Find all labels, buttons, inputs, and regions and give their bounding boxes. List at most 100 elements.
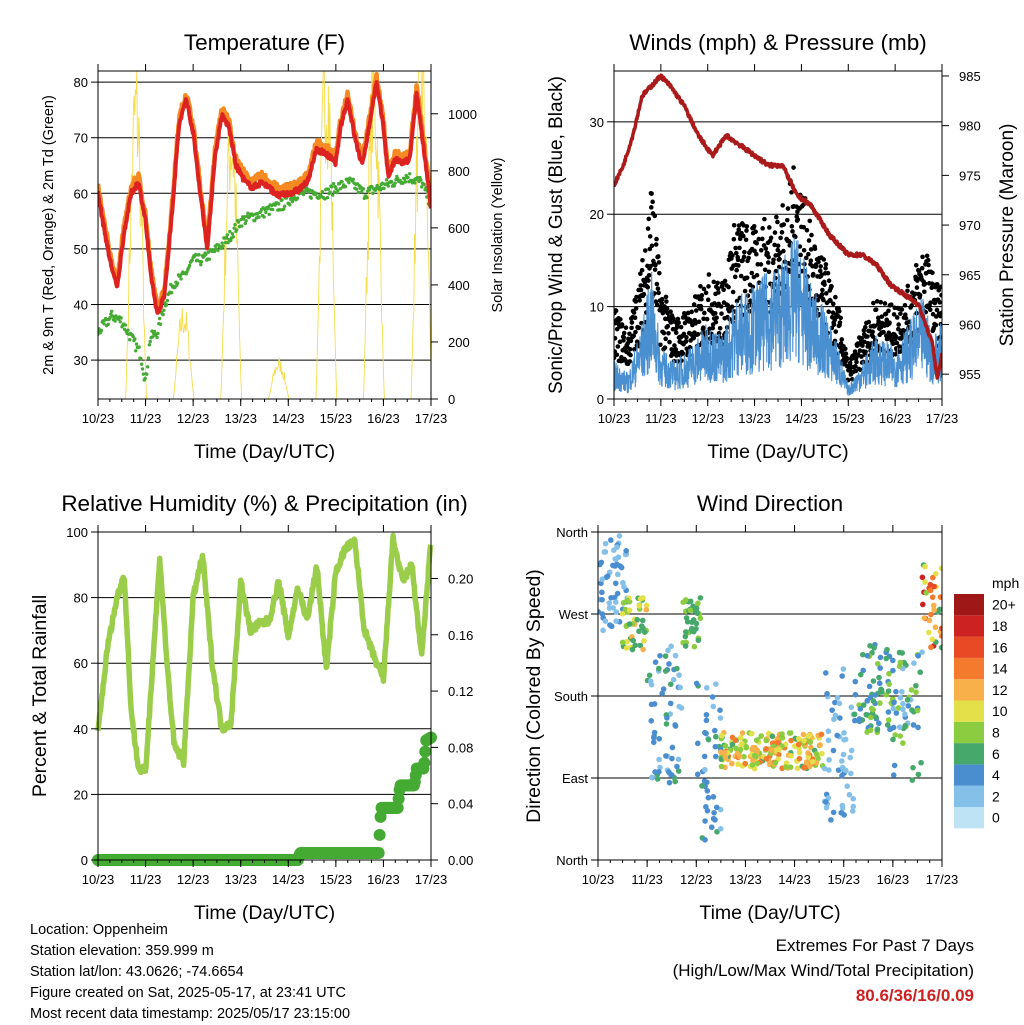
gust-point [825, 270, 831, 276]
direction-point [839, 673, 845, 679]
gust-point [754, 251, 759, 257]
dewpoint-point [133, 337, 137, 341]
gust-point [774, 214, 779, 220]
x-tick-label: 11/23 [130, 872, 162, 887]
dewpoint-point [156, 331, 160, 336]
gust-point [672, 343, 677, 348]
direction-point [866, 683, 873, 690]
direction-point [702, 837, 708, 843]
y-tick-label: 80 [74, 591, 88, 606]
gust-point [922, 289, 927, 295]
x-tick-label: 12/23 [177, 411, 210, 426]
gust-point [926, 262, 931, 268]
dewpoint-point [343, 185, 348, 189]
direction-point [687, 607, 694, 614]
dewpoint-point [118, 320, 122, 324]
x-tick-label: 17/23 [415, 872, 448, 887]
x-tick-label: 13/23 [224, 411, 257, 426]
direction-point [710, 815, 717, 822]
direction-point [599, 596, 605, 603]
direction-point [938, 565, 942, 572]
direction-point [722, 754, 729, 761]
direction-point [639, 617, 646, 624]
direction-point [702, 818, 708, 824]
dewpoint-point [223, 240, 228, 245]
direction-point [669, 744, 676, 751]
direction-point [697, 595, 704, 601]
dewpoint-point [270, 207, 275, 212]
direction-point [632, 642, 639, 649]
direction-point [650, 739, 657, 746]
direction-point [927, 587, 934, 594]
direction-point [900, 700, 906, 707]
gust-point [845, 356, 850, 362]
y-tick-label: 30 [74, 353, 88, 368]
direction-point [782, 764, 789, 770]
direction-point [877, 700, 883, 706]
y2-tick-label: 0.08 [448, 740, 473, 755]
direction-point [718, 763, 725, 770]
direction-point [840, 666, 847, 672]
direction-point [656, 736, 663, 742]
gust-point [645, 226, 651, 231]
x-tick-label: 17/23 [926, 411, 959, 426]
dewpoint-point [195, 258, 200, 262]
direction-point [666, 661, 672, 667]
y2-tick-label: 960 [959, 317, 981, 332]
gust-point [766, 254, 771, 260]
gust-point [913, 262, 919, 268]
dewpoint-point [190, 258, 194, 262]
direction-point [637, 642, 644, 649]
gust-point [634, 294, 639, 300]
direction-point [922, 563, 928, 570]
gust-point [939, 310, 942, 316]
x-tick-label: 10/23 [598, 411, 631, 426]
direction-point [736, 753, 743, 760]
gust-point [821, 257, 827, 262]
gust-point [687, 345, 693, 350]
gust-point [929, 285, 934, 291]
legend-label: 6 [992, 746, 1000, 762]
gust-point [701, 286, 707, 292]
direction-point [694, 771, 701, 778]
gust-point [662, 345, 668, 351]
direction-point [624, 597, 630, 604]
gust-point [754, 240, 759, 246]
gust-point [749, 270, 755, 276]
gust-point [817, 268, 823, 274]
direction-point [763, 746, 769, 752]
gust-point [661, 330, 667, 336]
gust-point [656, 260, 662, 265]
direction-point [786, 730, 793, 736]
direction-point [651, 733, 657, 739]
gust-point [893, 334, 899, 339]
direction-point [870, 678, 877, 684]
direction-point [718, 732, 725, 739]
gust-point [705, 297, 711, 303]
direction-point [822, 670, 829, 676]
gust-point [698, 283, 703, 289]
direction-point [848, 704, 855, 710]
x-tick-label: 14/23 [272, 872, 305, 887]
precip-point [419, 745, 432, 758]
dewpoint-point [367, 188, 372, 192]
x-tick-label: 12/23 [680, 872, 713, 887]
gust-point [693, 308, 699, 313]
direction-point [608, 623, 615, 630]
gust-point [785, 206, 791, 211]
direction-point [663, 753, 669, 759]
gust-point [843, 351, 849, 357]
dewpoint-point [419, 185, 424, 189]
direction-point [896, 724, 903, 730]
direction-point [664, 715, 670, 721]
direction-point [626, 607, 633, 614]
dewpoint-point [288, 203, 292, 207]
wind-line [614, 237, 942, 396]
direction-point [874, 660, 881, 667]
direction-point [638, 623, 645, 629]
direction-point [772, 759, 779, 766]
gust-point [647, 234, 653, 239]
direction-point [598, 561, 603, 568]
gust-point [879, 314, 885, 319]
gust-point [891, 312, 897, 317]
